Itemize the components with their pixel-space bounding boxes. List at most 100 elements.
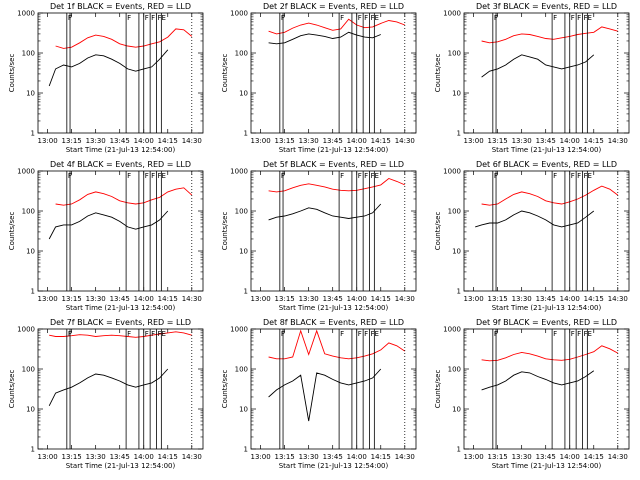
x-tick-label: 13:30: [86, 137, 106, 145]
x-tick-label: 13:00: [251, 137, 271, 145]
flag-marker-label: F: [571, 172, 575, 180]
y-axis-label: Counts/sec: [8, 370, 16, 409]
detector-panel: Det 7f BLACK = Events, RED = LLD 1 10 100 10…: [8, 318, 204, 470]
y-axis-label: Counts/sec: [434, 212, 442, 251]
x-tick-label: 13:30: [86, 295, 106, 303]
x-tick-label: 14:30: [182, 453, 202, 461]
x-tick-label: 14:15: [584, 295, 604, 303]
y-tick-label: 1000: [17, 326, 35, 334]
x-tick-label: 14:30: [608, 295, 628, 303]
flag-marker-label: F: [571, 14, 575, 22]
x-axis-label: Start Time (21-Jul-13 12:54:00): [279, 462, 389, 470]
x-tick-label: 13:00: [251, 453, 271, 461]
x-tick-label: 14:15: [584, 453, 604, 461]
detector-panel: Det 3f BLACK = Events, RED = LLD 1 10 100 10…: [434, 2, 630, 154]
flag-marker-label: F: [358, 14, 362, 22]
lld-series-line: [481, 26, 618, 44]
panel-title: Det 4f BLACK = Events, RED = LLD: [50, 160, 191, 169]
x-axis-label: Start Time (21-Jul-13 12:54:00): [279, 146, 389, 154]
x-tick-label: 13:30: [86, 453, 106, 461]
y-tick-label: 1000: [443, 326, 461, 334]
x-tick-label: 13:15: [275, 137, 295, 145]
x-tick-label: 13:45: [536, 137, 556, 145]
x-tick-label: 14:15: [371, 137, 391, 145]
flag-marker-label: F: [127, 330, 131, 338]
y-axis-label: Counts/sec: [8, 54, 16, 93]
x-tick-label: 13:00: [38, 453, 58, 461]
x-tick-label: 13:30: [512, 453, 532, 461]
y-tick-label: 10: [452, 90, 461, 98]
flag-marker-label: F: [358, 172, 362, 180]
x-tick-label: 13:00: [38, 137, 58, 145]
x-tick-label: 14:15: [371, 453, 391, 461]
lld-series-line: [268, 177, 405, 193]
y-axis-label: Counts/sec: [8, 212, 16, 251]
flag-marker-label: F: [145, 172, 149, 180]
x-tick-label: 13:30: [299, 453, 319, 461]
flag-marker-label: F: [68, 172, 72, 180]
flag-marker-label: F: [68, 330, 72, 338]
flag-marker-label: F: [494, 330, 498, 338]
flag-marker-label: F: [364, 172, 368, 180]
x-axis-label: Start Time (21-Jul-13 12:54:00): [66, 462, 176, 470]
plot-frame: [37, 328, 204, 450]
x-tick-label: 14:00: [134, 137, 154, 145]
y-tick-label: 1: [244, 130, 248, 138]
y-tick-label: 1000: [443, 168, 461, 176]
panel-title: Det 6f BLACK = Events, RED = LLD: [476, 160, 617, 169]
y-axis-label: Counts/sec: [221, 212, 229, 251]
x-tick-label: 14:30: [608, 453, 628, 461]
x-tick-label: 14:00: [560, 453, 580, 461]
y-tick-label: 100: [448, 366, 461, 374]
panel-title: Det 7f BLACK = Events, RED = LLD: [50, 318, 191, 327]
x-tick-label: 13:15: [488, 453, 508, 461]
flag-marker-label: F: [553, 14, 557, 22]
x-tick-label: 13:15: [62, 295, 82, 303]
x-tick-label: 13:00: [464, 137, 484, 145]
plot-frame: [250, 328, 417, 450]
flag-marker-label: F: [553, 172, 557, 180]
y-tick-label: 10: [239, 248, 248, 256]
y-tick-label: 10: [26, 90, 35, 98]
flag-marker-label: F: [145, 14, 149, 22]
flag-marker-label: F: [364, 14, 368, 22]
y-tick-label: 1: [457, 446, 461, 454]
x-axis-label: Start Time (21-Jul-13 12:54:00): [492, 462, 602, 470]
x-tick-label: 14:00: [347, 453, 367, 461]
y-tick-label: 1: [244, 446, 248, 454]
x-tick-label: 14:00: [560, 295, 580, 303]
x-tick-label: 13:15: [62, 453, 82, 461]
x-axis-label: Start Time (21-Jul-13 12:54:00): [66, 146, 176, 154]
flag-marker-label: F: [151, 172, 155, 180]
flag-marker-label: FE: [371, 330, 379, 338]
y-tick-label: 10: [452, 248, 461, 256]
flag-marker-label: F: [151, 330, 155, 338]
detector-panel: Det 8f BLACK = Events, RED = LLD 1 10 100 10…: [221, 318, 417, 470]
flag-marker-label: F: [281, 14, 285, 22]
y-tick-label: 10: [26, 248, 35, 256]
detector-panel: Det 4f BLACK = Events, RED = LLD 1 10 100 10…: [8, 160, 204, 312]
flag-marker-label: F: [151, 14, 155, 22]
detector-panel: Det 1f BLACK = Events, RED = LLD 1 10 100 10…: [8, 2, 204, 154]
flag-marker-label: F: [553, 330, 557, 338]
x-tick-label: 13:00: [464, 295, 484, 303]
x-tick-label: 13:15: [275, 295, 295, 303]
events-series-line: [268, 368, 382, 422]
flag-marker-label: F: [340, 330, 344, 338]
plot-frame: [250, 12, 417, 134]
x-tick-label: 13:00: [464, 453, 484, 461]
y-tick-label: 10: [239, 406, 248, 414]
y-tick-label: 100: [22, 366, 35, 374]
x-tick-label: 14:15: [158, 453, 178, 461]
lld-series-line: [481, 185, 619, 206]
flag-marker-label: F: [340, 14, 344, 22]
x-tick-label: 13:00: [251, 295, 271, 303]
y-tick-label: 100: [22, 50, 35, 58]
x-tick-label: 13:30: [512, 295, 532, 303]
flag-marker-label: F: [577, 14, 581, 22]
x-tick-label: 13:45: [110, 137, 130, 145]
y-tick-label: 1: [457, 288, 461, 296]
y-tick-label: 100: [448, 50, 461, 58]
panel-title: Det 9f BLACK = Events, RED = LLD: [476, 318, 617, 327]
y-tick-label: 10: [239, 90, 248, 98]
